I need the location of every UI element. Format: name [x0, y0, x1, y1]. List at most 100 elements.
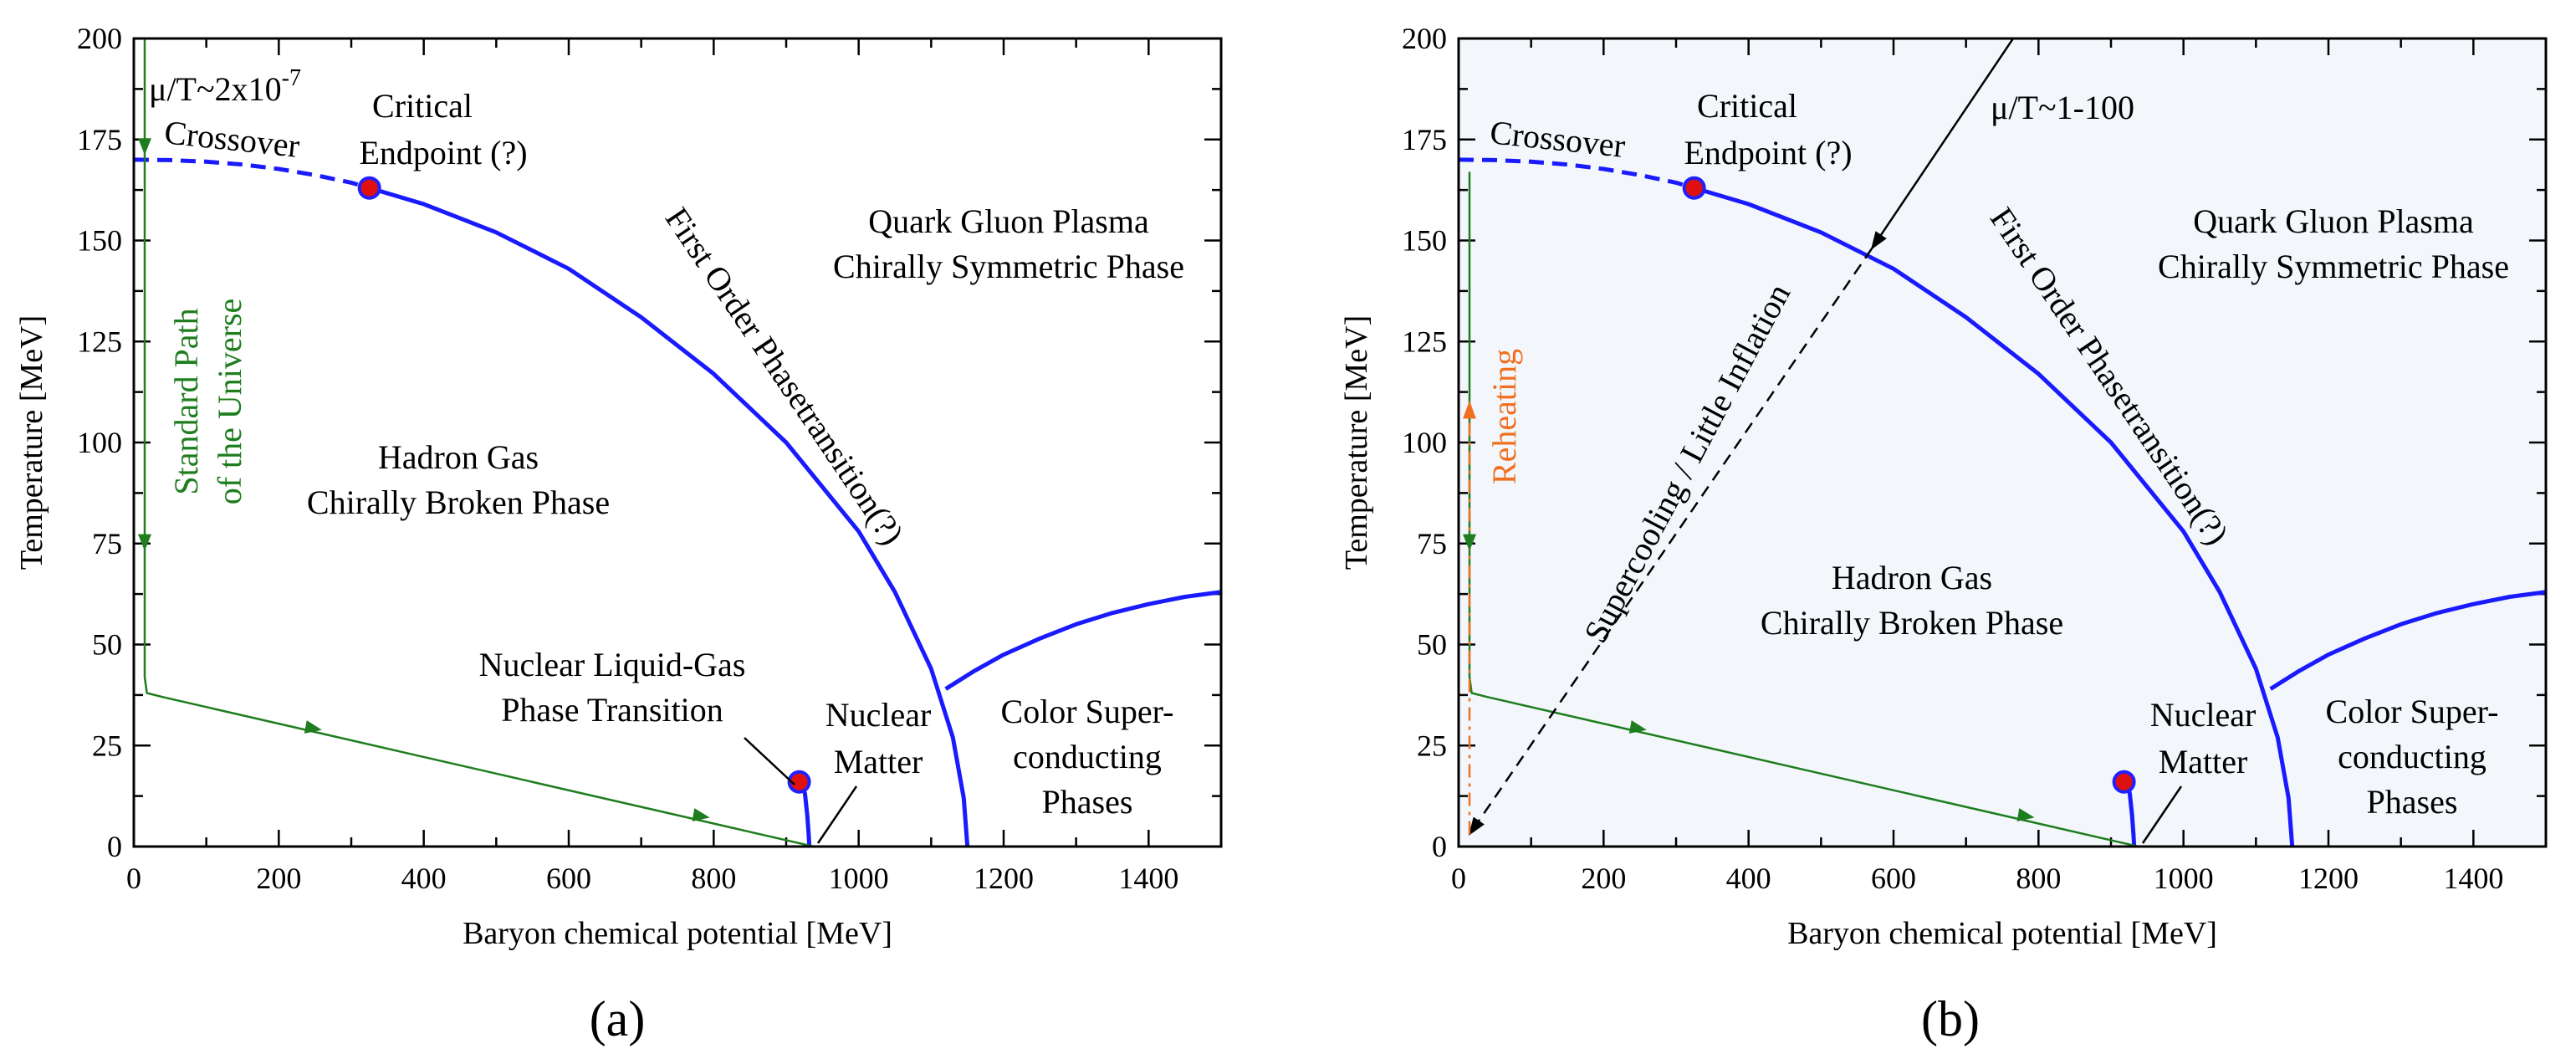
x-tick-label: 600: [546, 862, 591, 895]
series-line-crossover: [134, 157, 371, 191]
plot-area-a: [134, 38, 1221, 847]
csc-label-a2: conducting: [1013, 738, 1162, 775]
series-line-mu-t-arrow: [1870, 38, 2015, 250]
nuclear-matter-pointer-a: [816, 785, 858, 844]
y-axis-label-a: Temperature [MeV]: [14, 315, 49, 570]
y-tick-label: 125: [77, 325, 122, 358]
plot-frame-b: [1457, 37, 2548, 848]
tick-labels-a: 0 200 400 600 800 1000 1200 1400 0 25 50 75 100 125 15…: [77, 22, 1178, 895]
y-tick-label: 50: [1417, 628, 1447, 662]
path-direction-arrow-head: [2016, 808, 2035, 821]
nuclear-matter-label-a1: Nuclear: [825, 696, 932, 734]
y-tick-label: 150: [77, 224, 122, 258]
x-tick-label: 800: [2016, 862, 2061, 895]
path-direction-arrow-head: [138, 138, 151, 156]
mu-over-t-label-b: μ/T~1-100: [1991, 89, 2134, 126]
panel-a: 0 200 400 600 800 1000 1200 1400 0 25 50 75 100 125 15…: [14, 22, 1223, 1046]
series-line-standard-path-of-the-universe: [143, 38, 815, 847]
hadron-gas-label-b2: Chirally Broken Phase: [1761, 604, 2063, 642]
y-tick-label: 200: [77, 22, 122, 55]
series-line-crossover: [1459, 157, 1695, 191]
path-direction-arrow-head: [304, 720, 322, 734]
panel-b: 0 200 400 600 800 1000 1200 1400 0 25 50 75 100 125 15…: [1339, 22, 2548, 1046]
nlg-label-a2: Phase Transition: [501, 691, 723, 729]
y-tick-label: 125: [1402, 325, 1447, 358]
y-tick-label: 25: [92, 729, 122, 762]
nuclear-matter-pointer-b: [2141, 785, 2183, 844]
point-nuclear-liquid-gas-endpoint: [787, 770, 811, 794]
qgp-label-a2: Chirally Symmetric Phase: [833, 248, 1184, 285]
path-direction-arrow: [692, 808, 710, 821]
panel-label-a: (a): [590, 991, 646, 1046]
nuclear-matter-label-a2: Matter: [834, 743, 923, 780]
x-tick-label: 600: [1871, 862, 1916, 895]
path-direction-arrow: [2016, 808, 2035, 821]
series-line-color-superconducting-boundary: [2269, 590, 2546, 691]
x-tick-label: 1400: [1118, 862, 1178, 895]
y-tick-label: 25: [1417, 729, 1447, 762]
x-tick-label: 0: [126, 862, 141, 895]
point-critical-endpoint: [357, 176, 381, 200]
point-critical-endpoint: [1682, 176, 1706, 200]
csc-label-b2: conducting: [2338, 738, 2487, 775]
series-line-color-superconducting-boundary: [944, 590, 1221, 691]
y-tick-label: 175: [1402, 123, 1447, 156]
qgp-label-b1: Quark Gluon Plasma: [2193, 202, 2474, 240]
point-nuclear-liquid-gas-endpoint: [2112, 770, 2136, 794]
csc-label-a3: Phases: [1042, 783, 1133, 821]
x-tick-label: 1000: [829, 862, 889, 895]
x-tick-label: 1200: [974, 862, 1034, 895]
panel-label-b: (b): [1921, 991, 1980, 1046]
x-axis-label-b: Baryon chemical potential [MeV]: [1787, 916, 2217, 951]
x-tick-label: 200: [1581, 862, 1626, 895]
x-tick-label: 0: [1451, 862, 1466, 895]
y-tick-label: 0: [1432, 830, 1447, 863]
series-line-first-order-phasetransition: [368, 186, 970, 847]
hadron-gas-label-a2: Chirally Broken Phase: [307, 483, 610, 521]
y-tick-label: 175: [77, 123, 122, 156]
hadron-gas-label-b1: Hadron Gas: [1832, 559, 1992, 596]
path-direction-arrow-head: [692, 808, 710, 821]
x-tick-label: 1000: [2154, 862, 2214, 895]
critical-endpoint-label-b2: Endpoint (?): [1684, 134, 1852, 171]
path-direction-arrow: [304, 720, 322, 734]
csc-label-b1: Color Super-: [2326, 693, 2499, 730]
x-tick-label: 400: [401, 862, 447, 895]
points-a: [357, 176, 811, 794]
x-axis-label-a: Baryon chemical potential [MeV]: [463, 916, 892, 951]
x-tick-label: 200: [256, 862, 301, 895]
path-direction-arrow: [1628, 720, 1647, 734]
y-tick-label: 150: [1402, 224, 1447, 258]
qgp-label-a1: Quark Gluon Plasma: [868, 202, 1149, 240]
path-direction-arrow-head: [1463, 534, 1476, 551]
path-direction-arrow: [138, 534, 151, 551]
reheating-label-b: Reheating: [1485, 349, 1523, 484]
mu-over-t-label-a: μ/T~2x10-7: [149, 65, 301, 108]
series-b: [1459, 38, 2546, 847]
y-tick-label: 100: [1402, 426, 1447, 459]
critical-endpoint-label-a1: Critical: [372, 87, 473, 125]
plot-frame-a: [132, 37, 1223, 848]
nuclear-matter-label-b2: Matter: [2159, 743, 2248, 780]
y-tick-label: 50: [92, 628, 122, 662]
x-tick-label: 400: [1726, 862, 1771, 895]
plot-area-b: [1459, 38, 2546, 847]
x-tick-label: 800: [691, 862, 736, 895]
y-tick-label: 75: [92, 527, 122, 560]
csc-label-a1: Color Super-: [1001, 693, 1174, 730]
path-direction-arrow-head: [1628, 720, 1647, 734]
path-direction-arrow: [1463, 534, 1476, 551]
extras-b: [1463, 534, 2035, 821]
x-tick-label: 1400: [2443, 862, 2503, 895]
y-tick-label: 200: [1402, 22, 1447, 55]
qgp-label-b2: Chirally Symmetric Phase: [2158, 248, 2509, 285]
critical-endpoint-label-a2: Endpoint (?): [359, 134, 527, 171]
critical-endpoint-label-b1: Critical: [1697, 87, 1797, 125]
series-a: [134, 38, 1221, 847]
x-tick-label: 1200: [2298, 862, 2359, 895]
csc-label-b3: Phases: [2367, 783, 2458, 821]
tick-labels-b: 0 200 400 600 800 1000 1200 1400 0 25 50 75 100 125 15…: [1402, 22, 2503, 895]
nuclear-matter-label-b1: Nuclear: [2150, 696, 2257, 734]
standard-path-label-a1: Standard Path: [167, 308, 205, 494]
